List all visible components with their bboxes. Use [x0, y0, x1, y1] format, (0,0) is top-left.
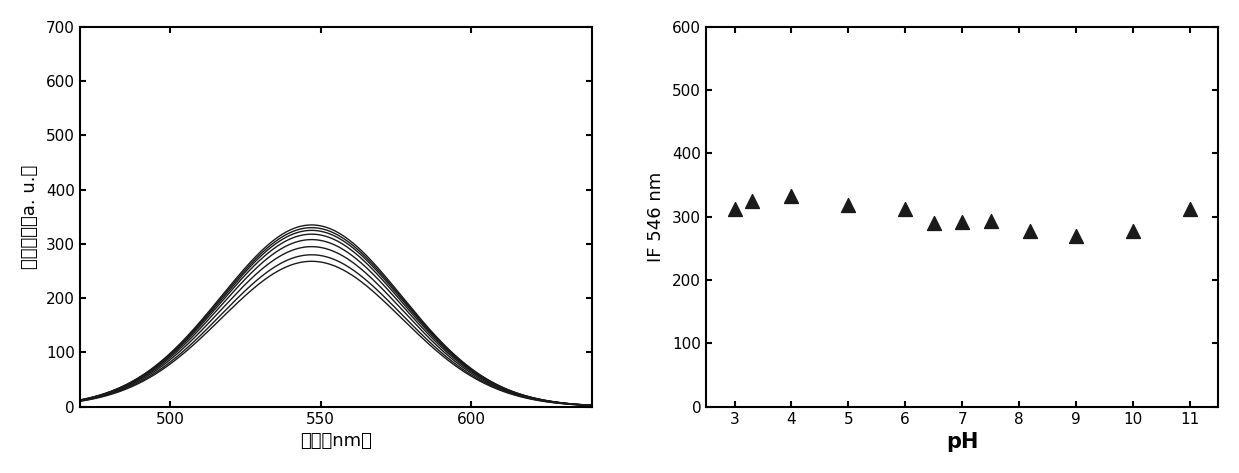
X-axis label: 波长（nm）: 波长（nm） [300, 432, 372, 450]
Point [1066, 232, 1085, 239]
Point [839, 201, 859, 209]
Point [953, 218, 973, 226]
Point [1180, 205, 1199, 212]
Point [924, 219, 944, 227]
Y-axis label: 荧光强度（a. u.）: 荧光强度（a. u.） [21, 165, 38, 269]
Point [782, 192, 802, 200]
Y-axis label: IF 546 nm: IF 546 nm [647, 172, 665, 262]
Point [980, 218, 1000, 225]
Point [725, 205, 745, 212]
Point [1021, 227, 1041, 235]
Point [1123, 227, 1142, 235]
Point [742, 197, 762, 205]
Point [896, 205, 916, 213]
X-axis label: pH: pH [945, 432, 979, 452]
